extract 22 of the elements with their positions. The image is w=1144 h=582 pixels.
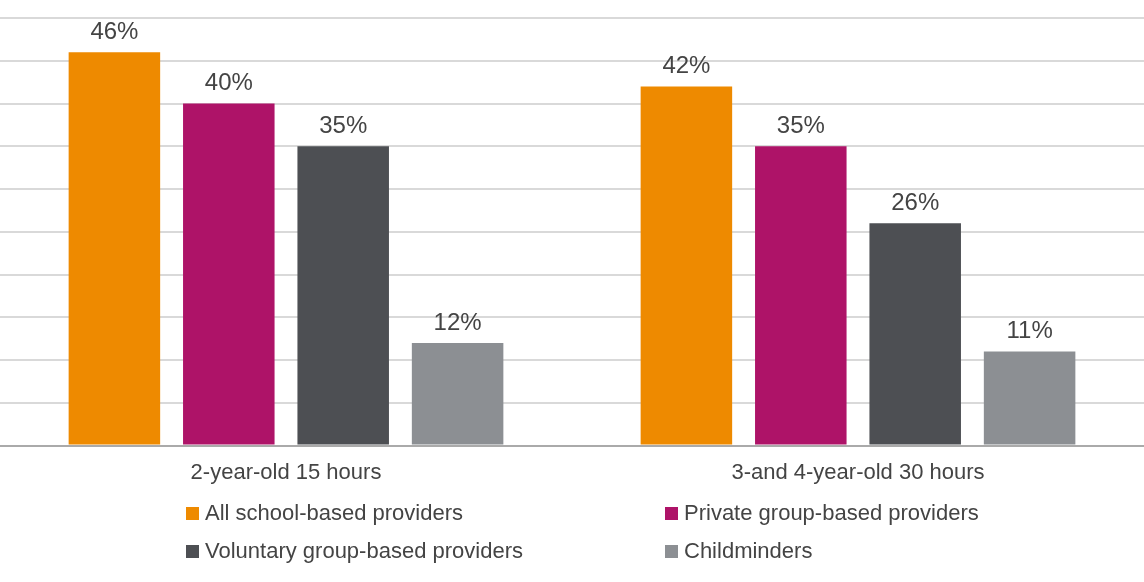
data-label: 11% bbox=[1006, 316, 1053, 344]
bar bbox=[640, 86, 733, 445]
bar bbox=[983, 351, 1076, 445]
legend-label: Childminders bbox=[684, 538, 813, 564]
data-label: 26% bbox=[891, 187, 940, 215]
data-label: 40% bbox=[204, 68, 253, 96]
data-label: 12% bbox=[433, 307, 482, 335]
data-label: 46% bbox=[90, 16, 139, 44]
legend-label: Private group-based providers bbox=[684, 500, 979, 526]
data-label: 35% bbox=[776, 110, 825, 138]
legend-label: Voluntary group-based providers bbox=[205, 538, 523, 564]
bar bbox=[183, 103, 275, 445]
bar bbox=[755, 146, 847, 445]
bar bbox=[869, 223, 961, 445]
x-tick-label: 2-year-old 15 hours bbox=[190, 458, 382, 484]
data-label: 42% bbox=[662, 51, 711, 79]
bar bbox=[68, 52, 161, 445]
data-label: 35% bbox=[319, 110, 368, 138]
legend-label: All school-based providers bbox=[205, 500, 464, 526]
x-tick-label: 3-and 4-year-old 30 hours bbox=[731, 458, 985, 484]
bar bbox=[411, 342, 504, 445]
bar bbox=[297, 146, 389, 445]
